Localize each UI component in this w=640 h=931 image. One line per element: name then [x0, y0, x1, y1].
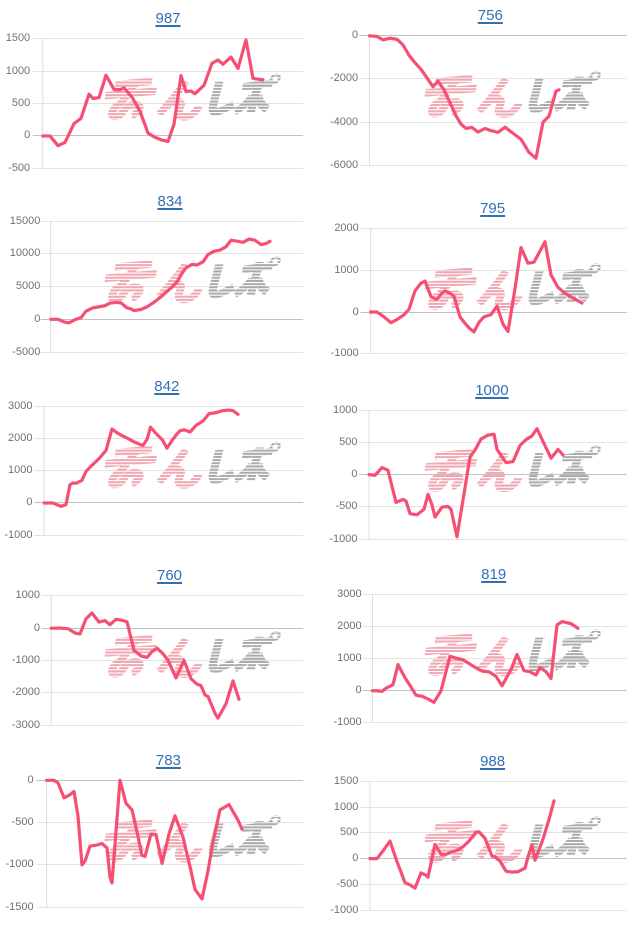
svg-text:-500: -500	[336, 878, 358, 890]
svg-text:2000: 2000	[337, 620, 361, 632]
svg-text:-1000: -1000	[330, 904, 358, 916]
svg-text:0: 0	[352, 852, 358, 864]
svg-text:3000: 3000	[8, 400, 32, 412]
svg-text:0: 0	[355, 684, 361, 696]
svg-text:-1000: -1000	[333, 716, 361, 728]
svg-text:0: 0	[352, 29, 358, 41]
svg-text:1500: 1500	[6, 32, 30, 44]
svg-text:2000: 2000	[8, 432, 32, 444]
svg-text:-1500: -1500	[5, 901, 33, 913]
svg-text:500: 500	[340, 826, 358, 838]
svg-text:3000: 3000	[337, 588, 361, 600]
svg-text:0: 0	[24, 129, 30, 141]
svg-text:-3000: -3000	[12, 719, 40, 731]
svg-text:-1000: -1000	[4, 529, 32, 541]
svg-text:-5000: -5000	[12, 346, 40, 358]
svg-text:0: 0	[26, 496, 32, 508]
svg-text:10000: 10000	[10, 247, 41, 259]
svg-text:0: 0	[351, 468, 357, 480]
svg-text:-1000: -1000	[5, 858, 33, 870]
svg-text:1000: 1000	[334, 801, 358, 813]
svg-text:0: 0	[34, 622, 40, 634]
svg-text:1500: 1500	[334, 775, 358, 787]
svg-text:1000: 1000	[334, 264, 358, 276]
svg-text:0: 0	[27, 774, 33, 786]
svg-text:500: 500	[12, 97, 30, 109]
svg-text:500: 500	[339, 436, 357, 448]
svg-text:1000: 1000	[16, 589, 40, 601]
svg-text:-2000: -2000	[330, 72, 358, 84]
svg-text:0: 0	[353, 306, 359, 318]
svg-text:1000: 1000	[8, 464, 32, 476]
svg-text:-4000: -4000	[330, 116, 358, 128]
svg-text:-500: -500	[335, 500, 357, 512]
svg-text:1000: 1000	[337, 652, 361, 664]
svg-text:-500: -500	[12, 816, 34, 828]
svg-text:-1000: -1000	[329, 533, 357, 545]
svg-text:0: 0	[34, 313, 40, 325]
svg-text:15000: 15000	[10, 215, 41, 227]
svg-text:1000: 1000	[6, 65, 30, 77]
svg-text:-6000: -6000	[330, 159, 358, 171]
svg-text:5000: 5000	[16, 280, 40, 292]
svg-text:-2000: -2000	[12, 686, 40, 698]
svg-text:-1000: -1000	[12, 654, 40, 666]
svg-text:-500: -500	[8, 162, 30, 174]
svg-text:2000: 2000	[334, 222, 358, 234]
svg-text:-1000: -1000	[331, 347, 359, 359]
svg-text:1000: 1000	[333, 404, 357, 416]
